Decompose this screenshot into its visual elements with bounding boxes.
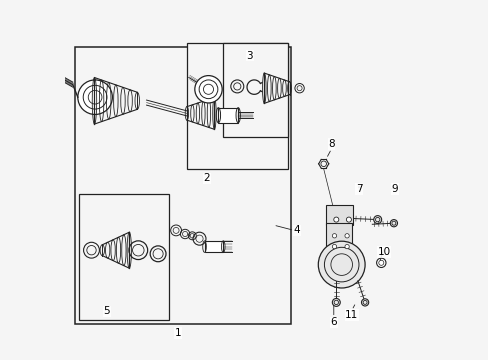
Circle shape — [389, 220, 397, 227]
Text: 11: 11 — [345, 310, 358, 320]
Bar — [325, 205, 352, 225]
Circle shape — [78, 80, 112, 114]
Circle shape — [376, 258, 385, 267]
Bar — [325, 223, 351, 250]
Circle shape — [194, 76, 222, 103]
Text: 10: 10 — [377, 247, 390, 257]
Bar — [204, 241, 223, 252]
Circle shape — [333, 217, 338, 222]
Bar — [186, 43, 287, 169]
Text: 6: 6 — [330, 317, 336, 327]
Text: 7: 7 — [355, 184, 362, 194]
Circle shape — [332, 244, 336, 249]
Circle shape — [332, 298, 340, 306]
Bar — [75, 47, 291, 324]
Text: 3: 3 — [246, 51, 253, 61]
Bar — [223, 43, 287, 137]
Circle shape — [344, 244, 348, 249]
Bar — [79, 194, 168, 320]
Circle shape — [361, 299, 368, 306]
Text: 1: 1 — [174, 328, 181, 338]
Circle shape — [332, 234, 336, 238]
Circle shape — [344, 234, 348, 238]
Text: 4: 4 — [293, 225, 300, 235]
Circle shape — [373, 216, 381, 224]
Circle shape — [346, 217, 351, 222]
Bar — [218, 108, 238, 123]
Text: 8: 8 — [327, 139, 334, 149]
Text: 9: 9 — [391, 184, 398, 194]
Text: 2: 2 — [203, 173, 209, 183]
Circle shape — [318, 241, 365, 288]
Text: 5: 5 — [103, 306, 110, 316]
